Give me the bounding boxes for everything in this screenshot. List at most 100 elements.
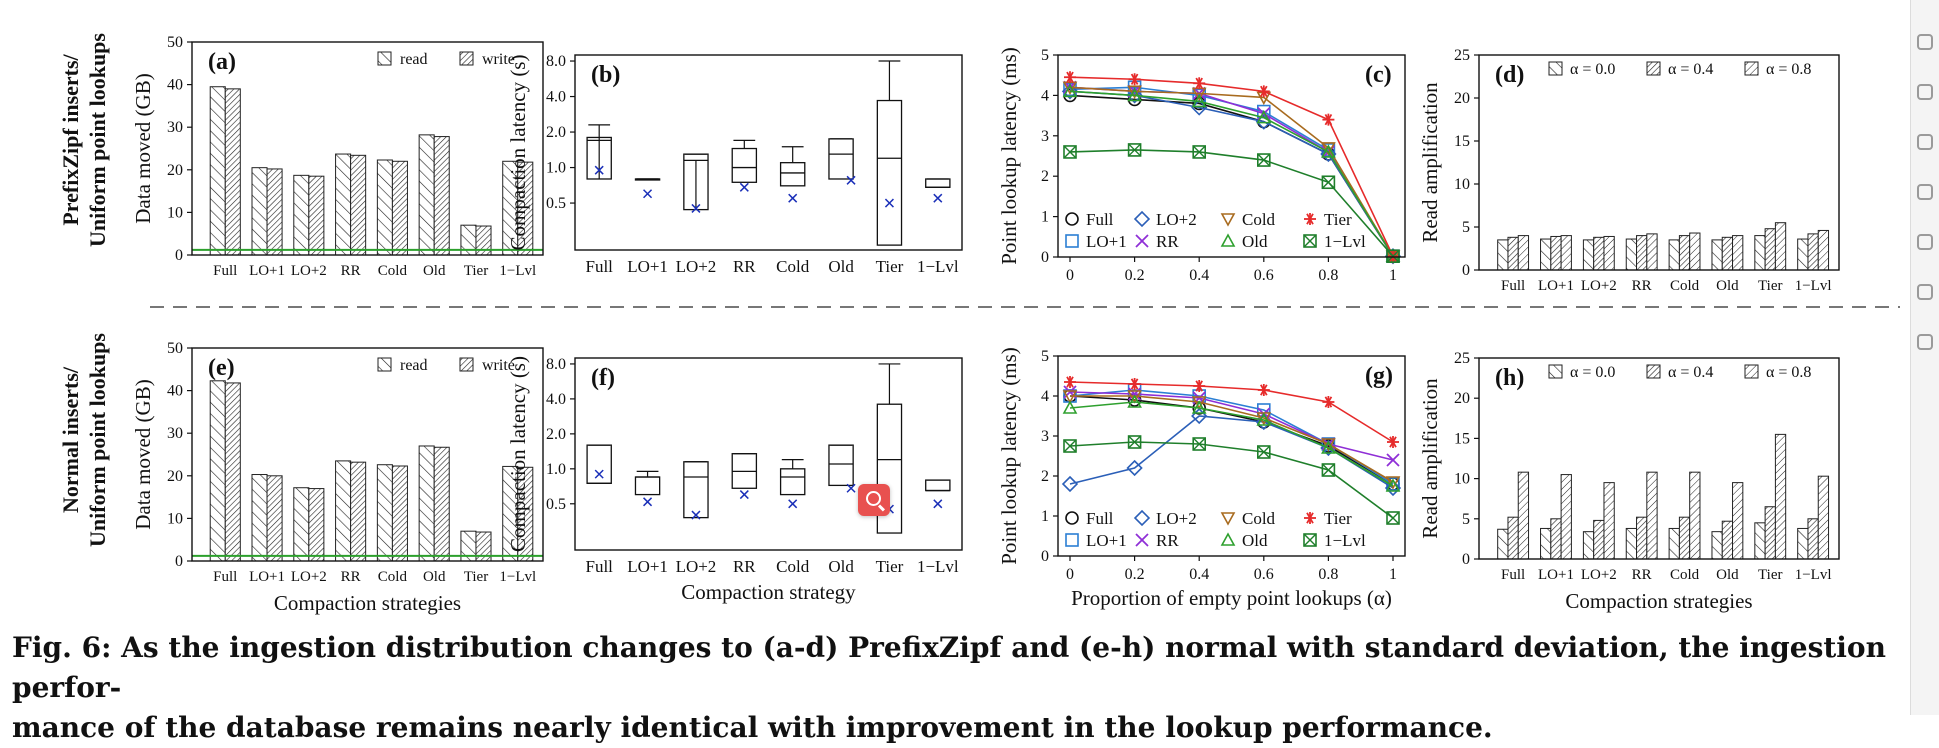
bar bbox=[1560, 235, 1572, 271]
x-tick-label: LO+2 bbox=[676, 557, 717, 576]
figure-6: PrefixZipf inserts/Uniform point lookups… bbox=[58, 33, 1900, 615]
x-tick-label: 0.8 bbox=[1318, 566, 1338, 583]
mean-marker bbox=[594, 165, 604, 175]
x-tick-label: 1−Lvl bbox=[499, 569, 536, 585]
row-label-2: Normal inserts/Uniform point lookups bbox=[58, 333, 110, 547]
y-tick-label: 2 bbox=[1041, 468, 1049, 485]
panel-tag: (b) bbox=[591, 62, 620, 88]
y-tick-label: 20 bbox=[1454, 90, 1470, 107]
zoom-lens-button[interactable] bbox=[858, 484, 890, 516]
y-axis-label: Point lookup latency (ms) bbox=[997, 347, 1021, 565]
y-axis-label: Compaction latency (s) bbox=[506, 356, 530, 552]
mean-marker bbox=[739, 490, 749, 500]
x-tick-label: Cold bbox=[378, 569, 408, 585]
x-tick-label: LO+1 bbox=[627, 557, 668, 576]
marker-triangle-up bbox=[1220, 532, 1236, 546]
mean-marker bbox=[691, 510, 701, 520]
box-3 bbox=[731, 453, 758, 500]
series-line bbox=[1069, 76, 1394, 257]
mean-marker bbox=[643, 497, 653, 507]
bar bbox=[1646, 233, 1658, 271]
profile-icon[interactable] bbox=[1917, 34, 1933, 50]
marker-triangle-up bbox=[1256, 412, 1272, 426]
x-tick-label: LO+2 bbox=[1581, 567, 1617, 583]
x-tick-label: LO+1 bbox=[249, 263, 285, 279]
marker-triangle-down bbox=[1385, 476, 1401, 490]
legend-label: α = 0.4 bbox=[1668, 364, 1713, 381]
x-tick-label: 1−Lvl bbox=[499, 263, 536, 279]
mean-marker bbox=[933, 193, 943, 203]
y-axis-label: Point lookup latency (ms) bbox=[997, 47, 1021, 265]
bar bbox=[1754, 235, 1766, 271]
marker-diamond bbox=[1126, 87, 1143, 104]
caption-line-1: Fig. 6: As the ingestion distribution ch… bbox=[12, 631, 1886, 704]
x-tick-label: LO+2 bbox=[291, 263, 327, 279]
x-tick-label: Full bbox=[585, 557, 613, 576]
bar bbox=[335, 460, 352, 562]
series-Tier bbox=[1064, 376, 1399, 448]
x-tick-label: Tier bbox=[1758, 278, 1782, 294]
legend-swatch bbox=[1548, 61, 1563, 76]
box-body bbox=[586, 444, 612, 484]
x-tick-label: Old bbox=[828, 257, 854, 276]
bookmark-icon[interactable] bbox=[1917, 84, 1933, 100]
translate-icon[interactable] bbox=[1917, 284, 1933, 300]
y-tick-label: 1.0 bbox=[546, 461, 566, 478]
box-7 bbox=[925, 479, 951, 509]
legend-label: Old bbox=[1242, 232, 1268, 251]
share-icon[interactable] bbox=[1917, 184, 1933, 200]
marker-diamond bbox=[1320, 145, 1337, 163]
series-line bbox=[1069, 401, 1394, 487]
x-tick-label: Full bbox=[1501, 567, 1525, 583]
marker-diamond bbox=[1133, 509, 1151, 527]
bar bbox=[1603, 482, 1615, 560]
plot-frame bbox=[1478, 54, 1840, 271]
panel-tag: (g) bbox=[1365, 363, 1393, 389]
series-line bbox=[1069, 90, 1394, 257]
bar bbox=[209, 86, 226, 256]
marker-boxed-x bbox=[1386, 511, 1400, 525]
marker-boxed-x bbox=[1257, 445, 1271, 459]
bar bbox=[1603, 235, 1615, 271]
box-body bbox=[876, 403, 903, 534]
x-tick-label: Cold bbox=[1670, 278, 1700, 294]
marker-triangle-down bbox=[1220, 512, 1236, 526]
marker-boxed-x bbox=[1257, 153, 1271, 167]
bar bbox=[1497, 528, 1509, 560]
series-line bbox=[1069, 415, 1394, 489]
box-body bbox=[683, 461, 709, 519]
y-tick-label: 1.0 bbox=[546, 160, 566, 177]
marker-boxed-x bbox=[1257, 445, 1271, 459]
legend: α = 0.0 α = 0.4 α = 0.8 bbox=[1548, 364, 1811, 381]
legend-label: write bbox=[482, 357, 515, 374]
panel-tag: (c) bbox=[1365, 62, 1392, 88]
bar bbox=[1797, 238, 1809, 271]
bar bbox=[1817, 229, 1830, 271]
legend-label: Full bbox=[1086, 210, 1114, 229]
legend-label: read bbox=[400, 51, 428, 68]
series-line bbox=[1070, 395, 1394, 483]
chart-panel-e: 0 10 20 30 40 50 Data moved (GB) (e) Full LO+1 LO+… bbox=[131, 340, 544, 615]
mean-marker bbox=[788, 499, 798, 509]
legend-swatch bbox=[377, 51, 392, 66]
marker-boxed-x bbox=[1303, 234, 1317, 248]
marker-triangle-down bbox=[1191, 396, 1207, 410]
panel-tag: (f) bbox=[591, 365, 615, 391]
feedback-icon[interactable] bbox=[1917, 334, 1933, 350]
bar bbox=[391, 160, 408, 256]
x-axis-label: Compaction strategies bbox=[1565, 589, 1752, 613]
y-tick-label: 10 bbox=[1454, 471, 1470, 488]
y-tick-label: 5 bbox=[1462, 511, 1470, 528]
x-tick-label: 1−Lvl bbox=[917, 557, 959, 576]
settings-icon[interactable] bbox=[1917, 234, 1933, 250]
bar bbox=[1646, 471, 1658, 560]
x-tick-label: 0.2 bbox=[1125, 566, 1145, 583]
series-Tier bbox=[1064, 71, 1399, 263]
legend-label: α = 0.8 bbox=[1766, 364, 1811, 381]
marker-boxed-x bbox=[1063, 145, 1077, 159]
marker-square bbox=[1321, 143, 1336, 157]
y-tick-label: 50 bbox=[167, 34, 183, 51]
copy-icon[interactable] bbox=[1917, 134, 1933, 150]
marker-circle bbox=[1065, 212, 1079, 226]
row-label-line: Uniform point lookups bbox=[85, 333, 110, 547]
